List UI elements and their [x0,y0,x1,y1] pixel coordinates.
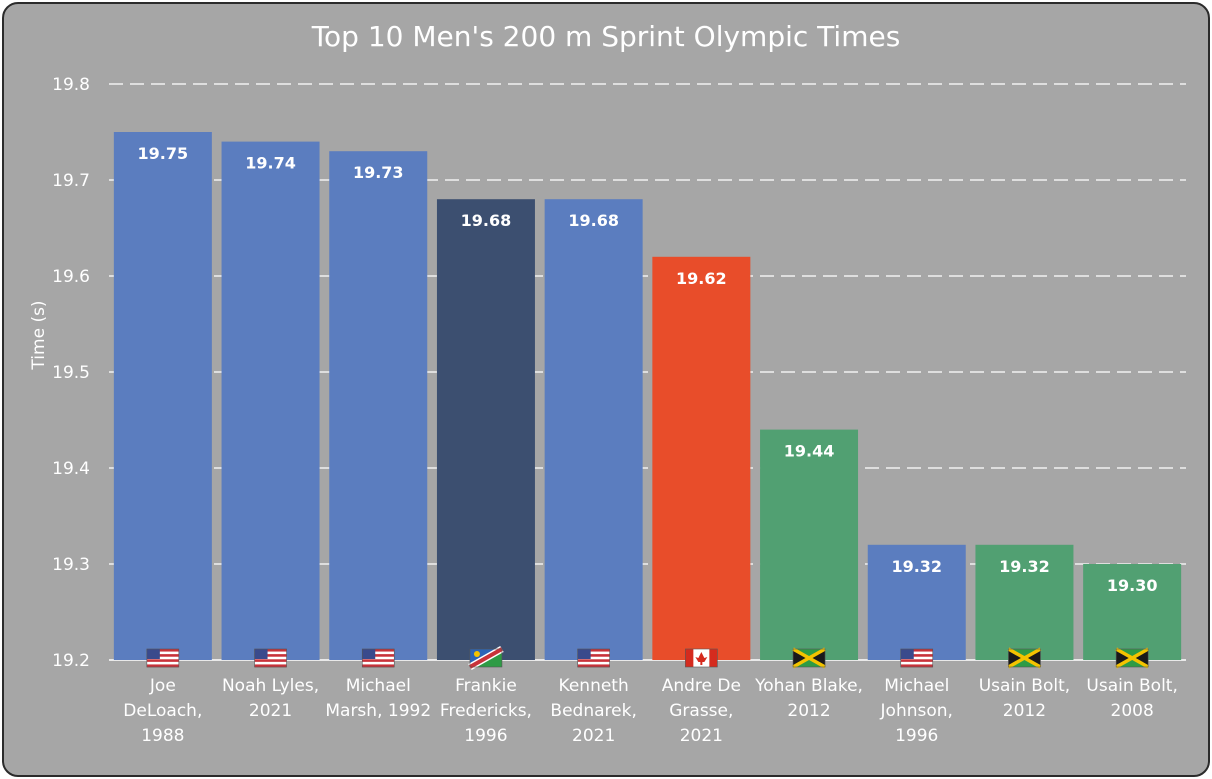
data-label: 19.75 [138,144,189,163]
chart-title: Top 10 Men's 200 m Sprint Olympic Times [311,20,901,53]
y-tick-label: 19.8 [52,75,90,95]
bar [544,199,643,660]
data-label: 19.62 [676,269,727,288]
y-tick-label: 19.5 [52,363,90,383]
jamaica-flag-icon [1115,647,1150,669]
y-tick-label: 19.2 [52,651,90,671]
data-label: 19.73 [353,163,404,182]
bar [652,256,751,660]
x-tick-label: Kenneth Bednarek, 2021 [550,676,637,746]
bar [329,151,428,660]
usa-flag-icon [146,648,180,668]
namibia-flag-icon [468,645,504,671]
bar [1083,564,1182,660]
bar [760,429,859,660]
jamaica-flag-icon [1007,647,1042,669]
usa-flag-icon [900,648,934,668]
x-tick-label: Yohan Blake, 2012 [755,676,863,721]
data-label: 19.30 [1107,576,1158,595]
x-tick-label: Joe DeLoach, 1988 [123,676,203,746]
canada-flag-icon [685,648,718,668]
y-axis-label: Time (s) [29,300,49,370]
x-tick-label: Andre De Grasse, 2021 [661,676,741,746]
x-tick-label: Michael Johnson, 1996 [880,676,953,746]
bar [867,544,966,660]
bar [113,132,212,660]
data-label: 19.32 [891,557,942,576]
bar [975,544,1074,660]
data-label: 19.68 [461,211,512,230]
x-tick-label: Frankie Fredericks, 1996 [439,676,532,746]
usa-flag-icon [577,648,610,668]
y-tick-label: 19.6 [52,267,90,287]
x-tick-label: Noah Lyles, 2021 [221,676,320,721]
x-tick-label: Michael Marsh, 1992 [325,676,432,721]
y-tick-label: 19.7 [52,171,90,191]
x-tick-label: Usain Bolt, 2008 [1086,676,1178,721]
y-tick-label: 19.4 [52,459,90,479]
y-tick-label: 19.3 [52,555,90,575]
bar [436,199,535,660]
data-label: 19.68 [568,211,619,230]
data-label: 19.74 [245,154,296,173]
usa-flag-icon [254,648,287,668]
jamaica-flag-icon [792,647,826,669]
data-label: 19.32 [999,557,1050,576]
bar [221,141,320,661]
usa-flag-icon [361,648,395,668]
data-label: 19.44 [784,442,835,461]
x-tick-label: Usain Bolt, 2012 [978,676,1071,721]
